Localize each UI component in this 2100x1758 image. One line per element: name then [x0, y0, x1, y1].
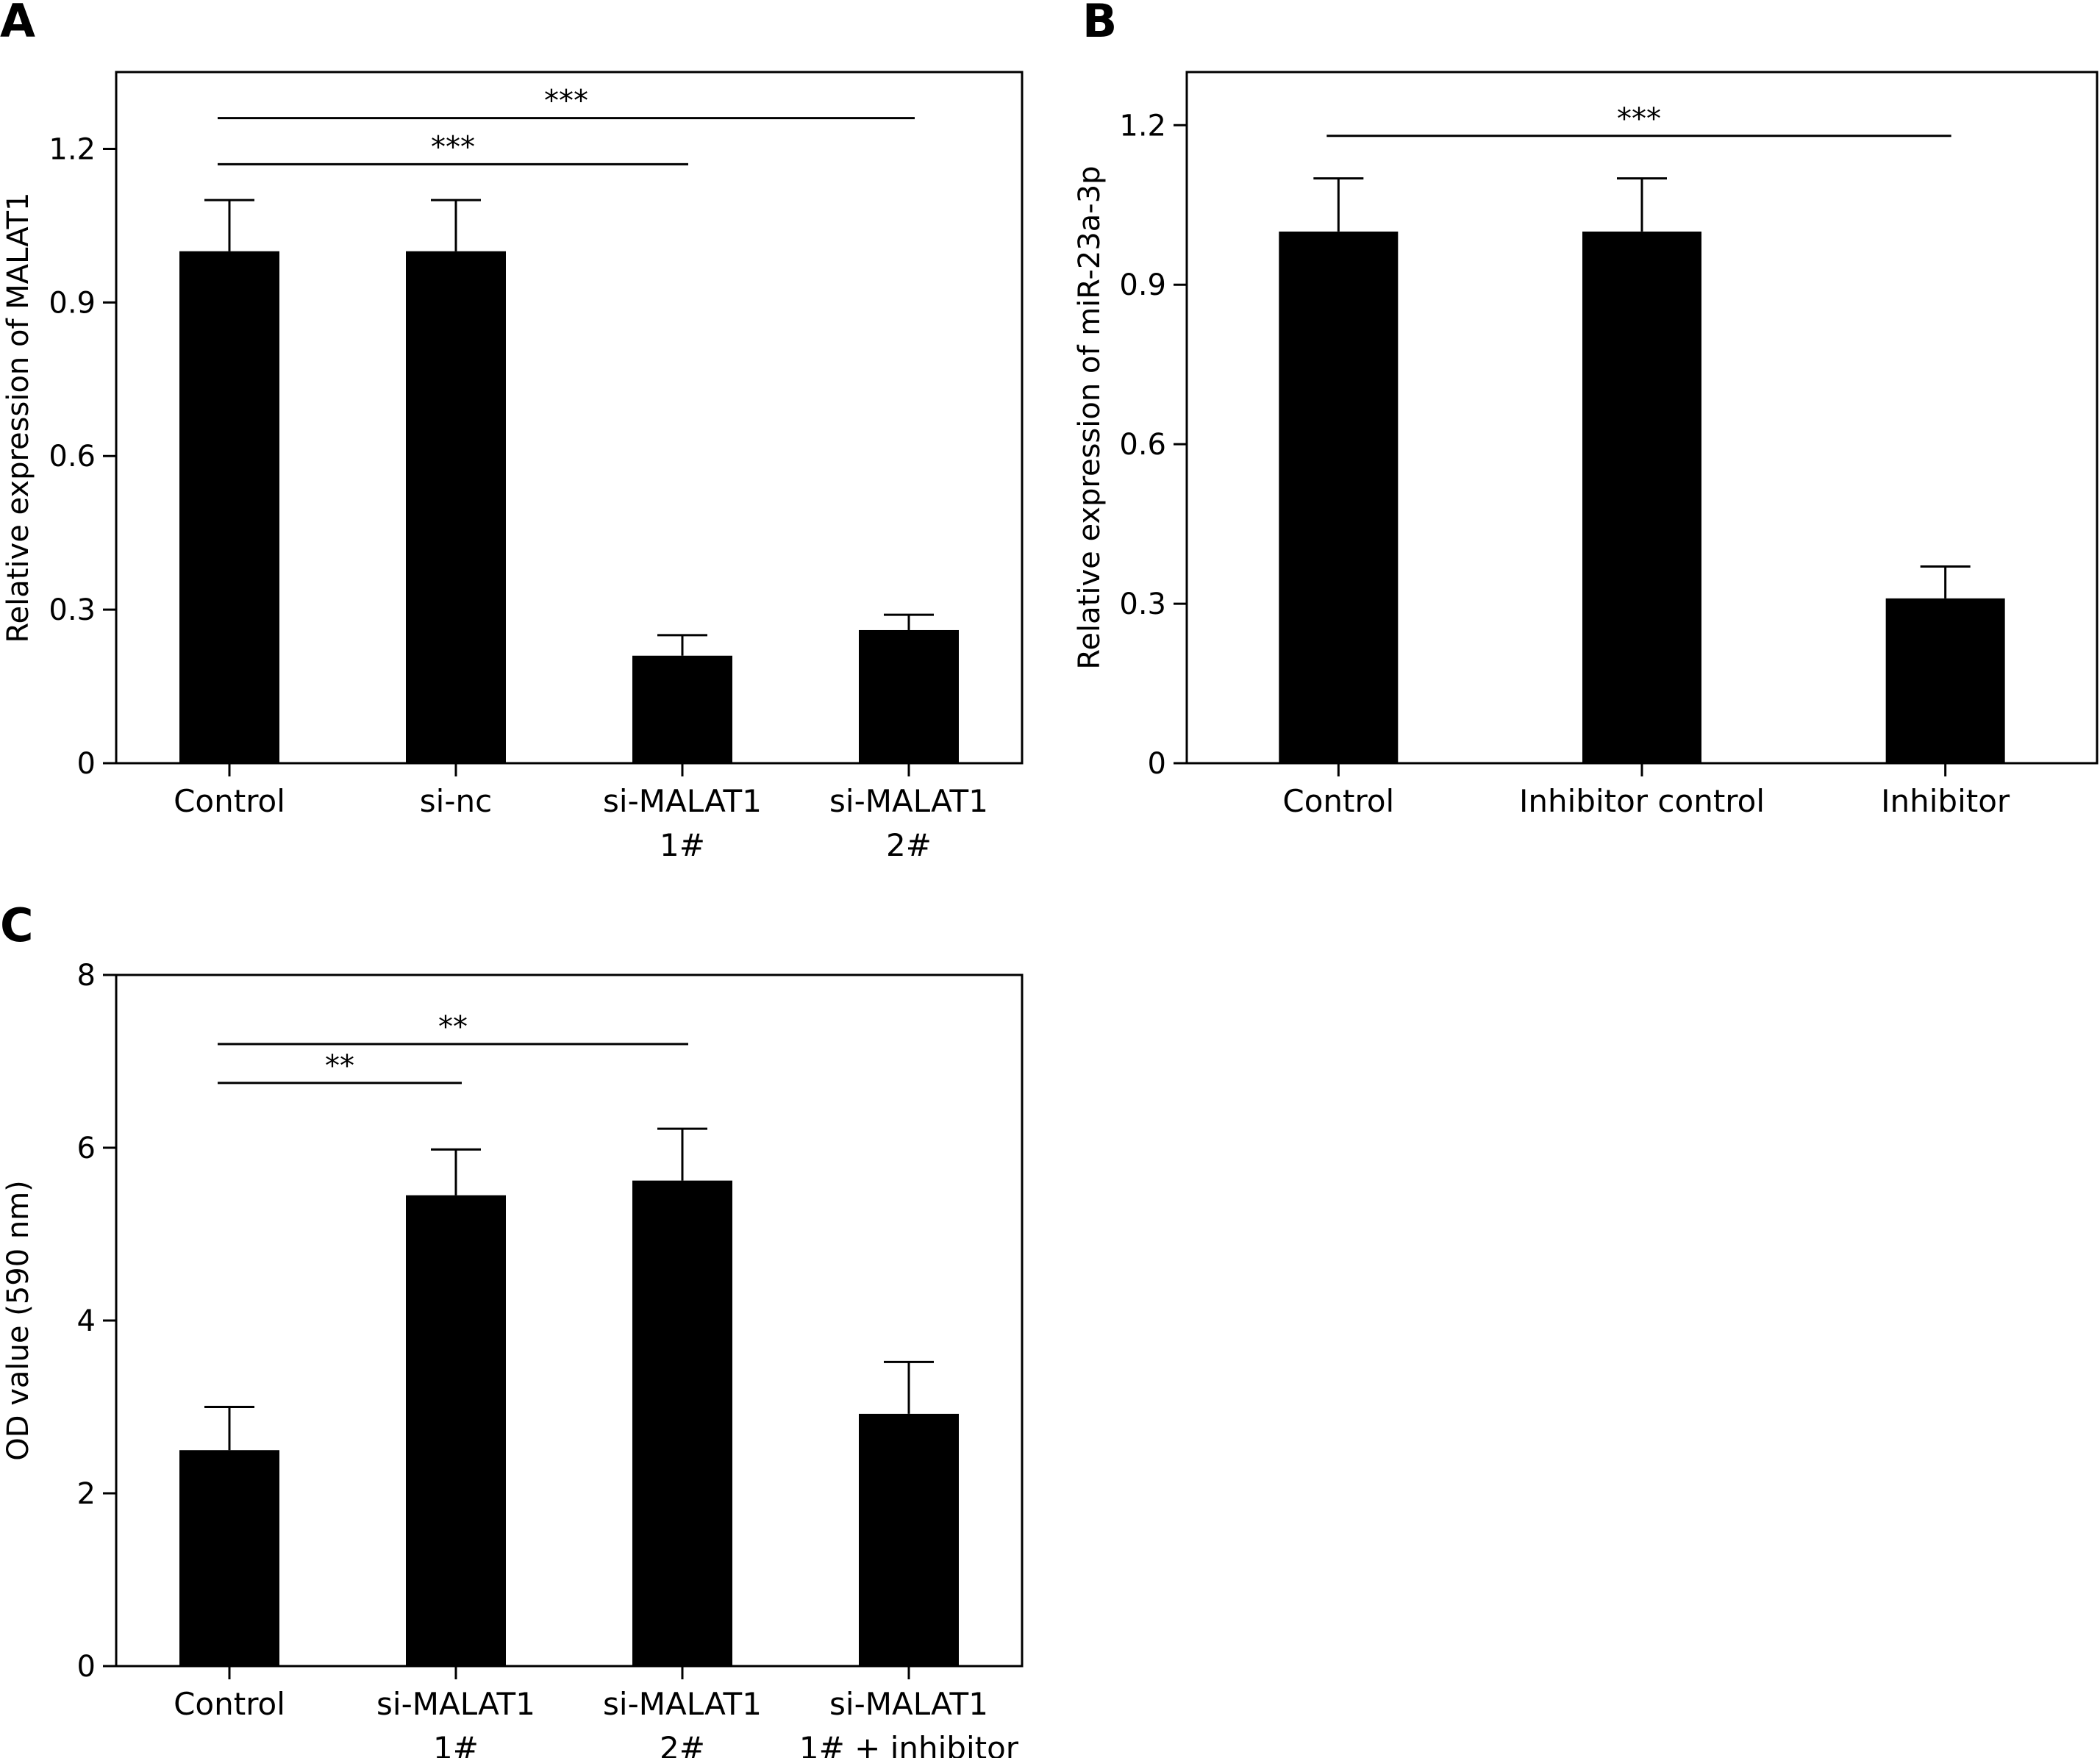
y-tick-label: 0: [77, 1650, 96, 1684]
category-label: Control: [174, 783, 285, 819]
bar: [406, 251, 506, 763]
y-tick-label: 0.3: [1119, 587, 1166, 621]
y-axis-label: Relative expression of MALAT1: [1, 193, 35, 643]
y-tick-label: 6: [77, 1132, 96, 1165]
bar: [1279, 231, 1399, 763]
significance-brackets: *** ***: [218, 85, 915, 165]
category-label: Control: [174, 1686, 285, 1722]
bar: [179, 251, 279, 763]
significance-label: **: [325, 1049, 354, 1083]
bar: [179, 1450, 279, 1666]
category-label: 1# + inhibitor: [799, 1730, 1019, 1758]
y-axis-ticks: 0 2 4 6 8: [77, 959, 116, 1684]
y-tick-label: 0: [1148, 747, 1166, 781]
bar: [859, 629, 959, 763]
panel-c-bar-chart: C 0 2 4 6 8 ** ** Control si-MALAT1 1# si-MALAT1…: [0, 898, 1024, 1758]
panel-label-a: A: [0, 0, 35, 48]
significance-brackets: ** **: [218, 1010, 688, 1085]
category-label: Inhibitor: [1881, 783, 2010, 819]
y-tick-label: 0.9: [49, 286, 96, 320]
category-label: si-MALAT1: [376, 1686, 535, 1722]
y-tick-label: 0.6: [49, 440, 96, 474]
y-tick-label: 2: [77, 1477, 96, 1511]
bar: [1885, 598, 2005, 763]
panel-label-b: B: [1082, 0, 1117, 48]
category-label: 1#: [433, 1730, 479, 1758]
y-tick-label: 1.2: [1119, 109, 1166, 143]
category-label: 1#: [660, 827, 705, 863]
plot-frame: [115, 71, 1024, 765]
error-bars: [1313, 177, 1971, 598]
y-tick-label: 0.9: [1119, 268, 1166, 302]
panel-label-c: C: [0, 898, 34, 952]
significance-label: **: [438, 1010, 468, 1044]
category-label: si-nc: [420, 783, 492, 819]
bars: [179, 1180, 959, 1666]
significance-label: ***: [544, 85, 588, 118]
category-labels: Control si-nc si-MALAT1 1# si-MALAT1 2#: [174, 763, 988, 863]
category-label: si-MALAT1: [603, 1686, 762, 1722]
significance-label: ***: [431, 130, 475, 164]
panel-a-bar-chart: A 0 0.3 0.6 0.9 1.2 *** *** Control si-nc si-MA…: [0, 0, 1024, 863]
bar: [1582, 231, 1701, 763]
category-label: Inhibitor control: [1519, 783, 1765, 819]
bar: [632, 655, 732, 763]
category-label: 2#: [886, 827, 932, 863]
y-axis-label: Relative expression of miR-23a-3p: [1073, 165, 1107, 669]
category-label: si-MALAT1: [829, 783, 988, 819]
error-bars: [204, 199, 934, 656]
error-bars: [204, 1127, 934, 1451]
y-tick-label: 8: [77, 959, 96, 993]
category-labels: Control si-MALAT1 1# si-MALAT1 2# si-MALAT1 1#…: [174, 1666, 1019, 1758]
bar: [406, 1195, 506, 1666]
panel-b-bar-chart: B 0 0.3 0.6 0.9 1.2 *** Control Inhibitor con…: [1073, 0, 2099, 819]
y-tick-label: 0.3: [49, 593, 96, 627]
category-label: 2#: [660, 1730, 705, 1758]
y-tick-label: 0.6: [1119, 428, 1166, 462]
bar: [632, 1180, 732, 1666]
category-label: Control: [1282, 783, 1394, 819]
bar: [859, 1413, 959, 1666]
y-axis-ticks: 0 0.3 0.6 0.9 1.2: [1119, 109, 1187, 781]
bars: [1279, 231, 2005, 763]
significance-label: ***: [1617, 102, 1661, 136]
y-tick-label: 1.2: [49, 132, 96, 166]
y-axis-label: OD value (590 nm): [1, 1180, 35, 1461]
y-tick-label: 4: [77, 1304, 96, 1338]
significance-brackets: ***: [1326, 102, 1951, 137]
category-labels: Control Inhibitor control Inhibitor: [1282, 763, 2010, 819]
bars: [179, 251, 959, 763]
y-axis-ticks: 0 0.3 0.6 0.9 1.2: [49, 132, 116, 781]
y-tick-label: 0: [77, 747, 96, 781]
category-label: si-MALAT1: [829, 1686, 988, 1722]
category-label: si-MALAT1: [603, 783, 762, 819]
